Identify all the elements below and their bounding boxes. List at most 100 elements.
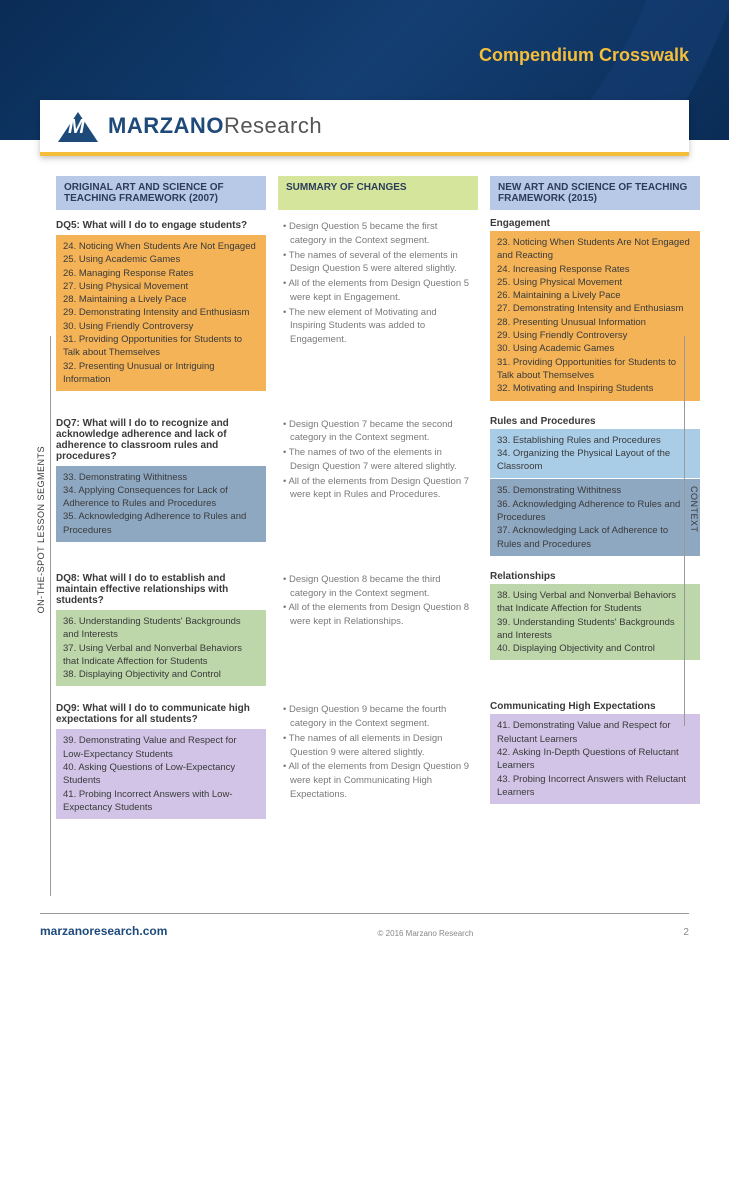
element-item: 39. Demonstrating Value and Respect for … — [63, 734, 259, 761]
logo-icon: M — [58, 110, 98, 142]
elements-box: 23. Noticing When Students Are Not Engag… — [490, 231, 700, 401]
element-item: 33. Establishing Rules and Procedures — [497, 434, 693, 447]
changes-column: Design Question 5 became the first categ… — [278, 218, 478, 402]
original-column: DQ8: What will I do to establish and mai… — [56, 571, 266, 687]
element-item: 39. Understanding Students' Backgrounds … — [497, 616, 693, 643]
elements-box: 24. Noticing When Students Are Not Engag… — [56, 235, 266, 391]
element-item: 35. Demonstrating Withitness — [497, 484, 693, 497]
crosswalk-row: DQ7: What will I do to recognize and ack… — [56, 416, 689, 571]
changes-column: Design Question 7 became the second cate… — [278, 416, 478, 557]
new-column: Rules and Procedures33. Establishing Rul… — [490, 416, 700, 557]
footer-copyright: © 2016 Marzano Research — [378, 929, 474, 938]
element-item: 38. Using Verbal and Nonverbal Behaviors… — [497, 589, 693, 616]
element-item: 26. Maintaining a Lively Pace — [497, 289, 693, 302]
original-column: DQ7: What will I do to recognize and ack… — [56, 416, 266, 557]
element-item: 40. Asking Questions of Low-Expectancy S… — [63, 761, 259, 788]
element-item: 32. Motivating and Inspiring Students — [497, 382, 693, 395]
right-rule — [684, 336, 685, 726]
original-column: DQ9: What will I do to communicate high … — [56, 701, 266, 820]
change-bullet: All of the elements from Design Question… — [282, 760, 474, 801]
element-item: 36. Understanding Students' Backgrounds … — [63, 615, 259, 642]
element-item: 33. Demonstrating Withitness — [63, 471, 259, 484]
changes-column: Design Question 8 became the third categ… — [278, 571, 478, 687]
crosswalk-row: DQ9: What will I do to communicate high … — [56, 701, 689, 834]
column-header-new: NEW ART AND SCIENCE OF TEACHING FRAMEWOR… — [490, 176, 700, 210]
element-item: 25. Using Physical Movement — [497, 276, 693, 289]
crosswalk-row: DQ5: What will I do to engage students? 2… — [56, 218, 689, 416]
footer: marzanoresearch.com © 2016 Marzano Resea… — [0, 844, 729, 958]
element-item: 43. Probing Incorrect Answers with Reluc… — [497, 773, 693, 800]
change-bullet: Design Question 9 became the fourth cate… — [282, 703, 474, 731]
element-item: 27. Demonstrating Intensity and Enthusia… — [497, 302, 693, 315]
elements-box: 41. Demonstrating Value and Respect for … — [490, 714, 700, 804]
left-rule — [50, 336, 51, 896]
element-item: 41. Demonstrating Value and Respect for … — [497, 719, 693, 746]
element-item: 36. Acknowledging Adherence to Rules and… — [497, 498, 693, 525]
footer-page: 2 — [683, 927, 689, 938]
footer-rule — [40, 913, 689, 914]
element-item: 34. Applying Consequences for Lack of Ad… — [63, 484, 259, 511]
elements-box: 33. Establishing Rules and Procedures34.… — [490, 429, 700, 479]
category-title: Relationships — [490, 571, 700, 584]
column-header-changes: SUMMARY OF CHANGES — [278, 176, 478, 210]
design-question: DQ9: What will I do to communicate high … — [56, 701, 266, 729]
element-item: 37. Using Verbal and Nonverbal Behaviors… — [63, 642, 259, 669]
element-item: 24. Increasing Response Rates — [497, 263, 693, 276]
change-bullet: All of the elements from Design Question… — [282, 475, 474, 503]
change-bullet: The names of two of the elements in Desi… — [282, 446, 474, 474]
new-column: Communicating High Expectations 41. Demon… — [490, 701, 700, 820]
element-item: 35. Acknowledging Adherence to Rules and… — [63, 510, 259, 537]
footer-url: marzanoresearch.com — [40, 924, 167, 938]
changes-column: Design Question 9 became the fourth cate… — [278, 701, 478, 820]
element-item: 40. Displaying Objectivity and Control — [497, 642, 693, 655]
element-item: 34. Organizing the Physical Layout of th… — [497, 447, 693, 474]
document-title: Compendium Crosswalk — [479, 45, 689, 66]
element-item: 24. Noticing When Students Are Not Engag… — [63, 240, 259, 253]
element-item: 38. Displaying Objectivity and Control — [63, 668, 259, 681]
element-item: 37. Acknowledging Lack of Adherence to R… — [497, 524, 693, 551]
category-title: Rules and Procedures — [490, 416, 700, 429]
design-question: DQ8: What will I do to establish and mai… — [56, 571, 266, 610]
element-item: 27. Using Physical Movement — [63, 280, 259, 293]
logo-text: MARZANOResearch — [108, 113, 322, 139]
element-item: 26. Managing Response Rates — [63, 267, 259, 280]
element-item: 23. Noticing When Students Are Not Engag… — [497, 236, 693, 263]
right-segment-label: CONTEXT — [689, 486, 699, 533]
content-area: ON-THE-SPOT LESSON SEGMENTS CONTEXT ORIG… — [0, 156, 729, 844]
change-bullet: The names of all elements in Design Ques… — [282, 732, 474, 760]
new-column: Engagement 23. Noticing When Students Are… — [490, 218, 700, 402]
crosswalk-row: DQ8: What will I do to establish and mai… — [56, 571, 689, 701]
change-bullet: All of the elements from Design Question… — [282, 277, 474, 305]
element-item: 42. Asking In-Depth Questions of Relucta… — [497, 746, 693, 773]
design-question: DQ7: What will I do to recognize and ack… — [56, 416, 266, 466]
change-bullet: Design Question 7 became the second cate… — [282, 418, 474, 446]
elements-box: 35. Demonstrating Withitness36. Acknowle… — [490, 479, 700, 555]
element-item: 30. Using Friendly Controversy — [63, 320, 259, 333]
change-bullet: The names of several of the elements in … — [282, 249, 474, 277]
element-item: 41. Probing Incorrect Answers with Low-E… — [63, 788, 259, 815]
logo-bar: M MARZANOResearch — [40, 100, 689, 156]
column-header-original: ORIGINAL ART AND SCIENCE OF TEACHING FRA… — [56, 176, 266, 210]
original-column: DQ5: What will I do to engage students? 2… — [56, 218, 266, 402]
element-item: 25. Using Academic Games — [63, 253, 259, 266]
element-item: 28. Presenting Unusual Information — [497, 316, 693, 329]
element-item: 28. Maintaining a Lively Pace — [63, 293, 259, 306]
category-title: Communicating High Expectations — [490, 701, 700, 714]
element-item: 32. Presenting Unusual or Intriguing Inf… — [63, 360, 259, 387]
design-question: DQ5: What will I do to engage students? — [56, 218, 266, 235]
element-item: 31. Providing Opportunities for Students… — [63, 333, 259, 360]
elements-box: 33. Demonstrating Withitness34. Applying… — [56, 466, 266, 542]
element-item: 31. Providing Opportunities for Students… — [497, 356, 693, 383]
elements-box: 36. Understanding Students' Backgrounds … — [56, 610, 266, 686]
element-item: 30. Using Academic Games — [497, 342, 693, 355]
left-segment-label: ON-THE-SPOT LESSON SEGMENTS — [36, 446, 46, 613]
new-column: Relationships 38. Using Verbal and Nonver… — [490, 571, 700, 687]
change-bullet: Design Question 8 became the third categ… — [282, 573, 474, 601]
elements-box: 39. Demonstrating Value and Respect for … — [56, 729, 266, 819]
element-item: 29. Using Friendly Controversy — [497, 329, 693, 342]
category-title: Engagement — [490, 218, 700, 231]
element-item: 29. Demonstrating Intensity and Enthusia… — [63, 306, 259, 319]
change-bullet: Design Question 5 became the first categ… — [282, 220, 474, 248]
elements-box: 38. Using Verbal and Nonverbal Behaviors… — [490, 584, 700, 660]
change-bullet: All of the elements from Design Question… — [282, 601, 474, 629]
